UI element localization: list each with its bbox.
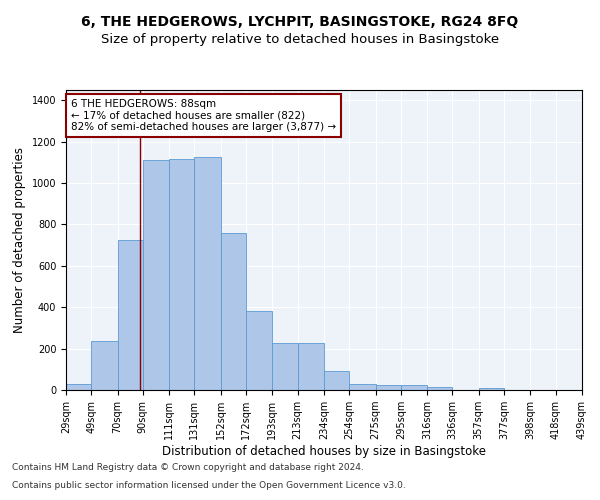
Bar (298, 344, 324, 390)
Text: Size of property relative to detached houses in Basingstoke: Size of property relative to detached ho… (101, 32, 499, 46)
Text: 6 THE HEDGEROWS: 88sqm
← 17% of detached houses are smaller (822)
82% of semi-de: 6 THE HEDGEROWS: 88sqm ← 17% of detached… (71, 99, 336, 132)
Bar (194, 157, 221, 390)
Y-axis label: Number of detached properties: Number of detached properties (13, 147, 26, 333)
X-axis label: Distribution of detached houses by size in Basingstoke: Distribution of detached houses by size … (162, 445, 486, 458)
Bar (479, 388, 504, 390)
Bar (324, 372, 349, 390)
Bar (169, 160, 194, 390)
Text: Contains HM Land Registry data © Crown copyright and database right 2024.: Contains HM Land Registry data © Crown c… (12, 464, 364, 472)
Bar (91, 342, 118, 390)
Bar (143, 160, 169, 390)
Bar (401, 385, 427, 390)
Bar (272, 344, 298, 390)
Text: 6, THE HEDGEROWS, LYCHPIT, BASINGSTOKE, RG24 8FQ: 6, THE HEDGEROWS, LYCHPIT, BASINGSTOKE, … (82, 15, 518, 29)
Bar (376, 385, 401, 390)
Bar (427, 387, 452, 390)
Bar (118, 240, 143, 390)
Bar (66, 384, 91, 390)
Bar (349, 384, 376, 390)
Bar (221, 233, 246, 390)
Text: Contains public sector information licensed under the Open Government Licence v3: Contains public sector information licen… (12, 481, 406, 490)
Bar (246, 312, 272, 390)
